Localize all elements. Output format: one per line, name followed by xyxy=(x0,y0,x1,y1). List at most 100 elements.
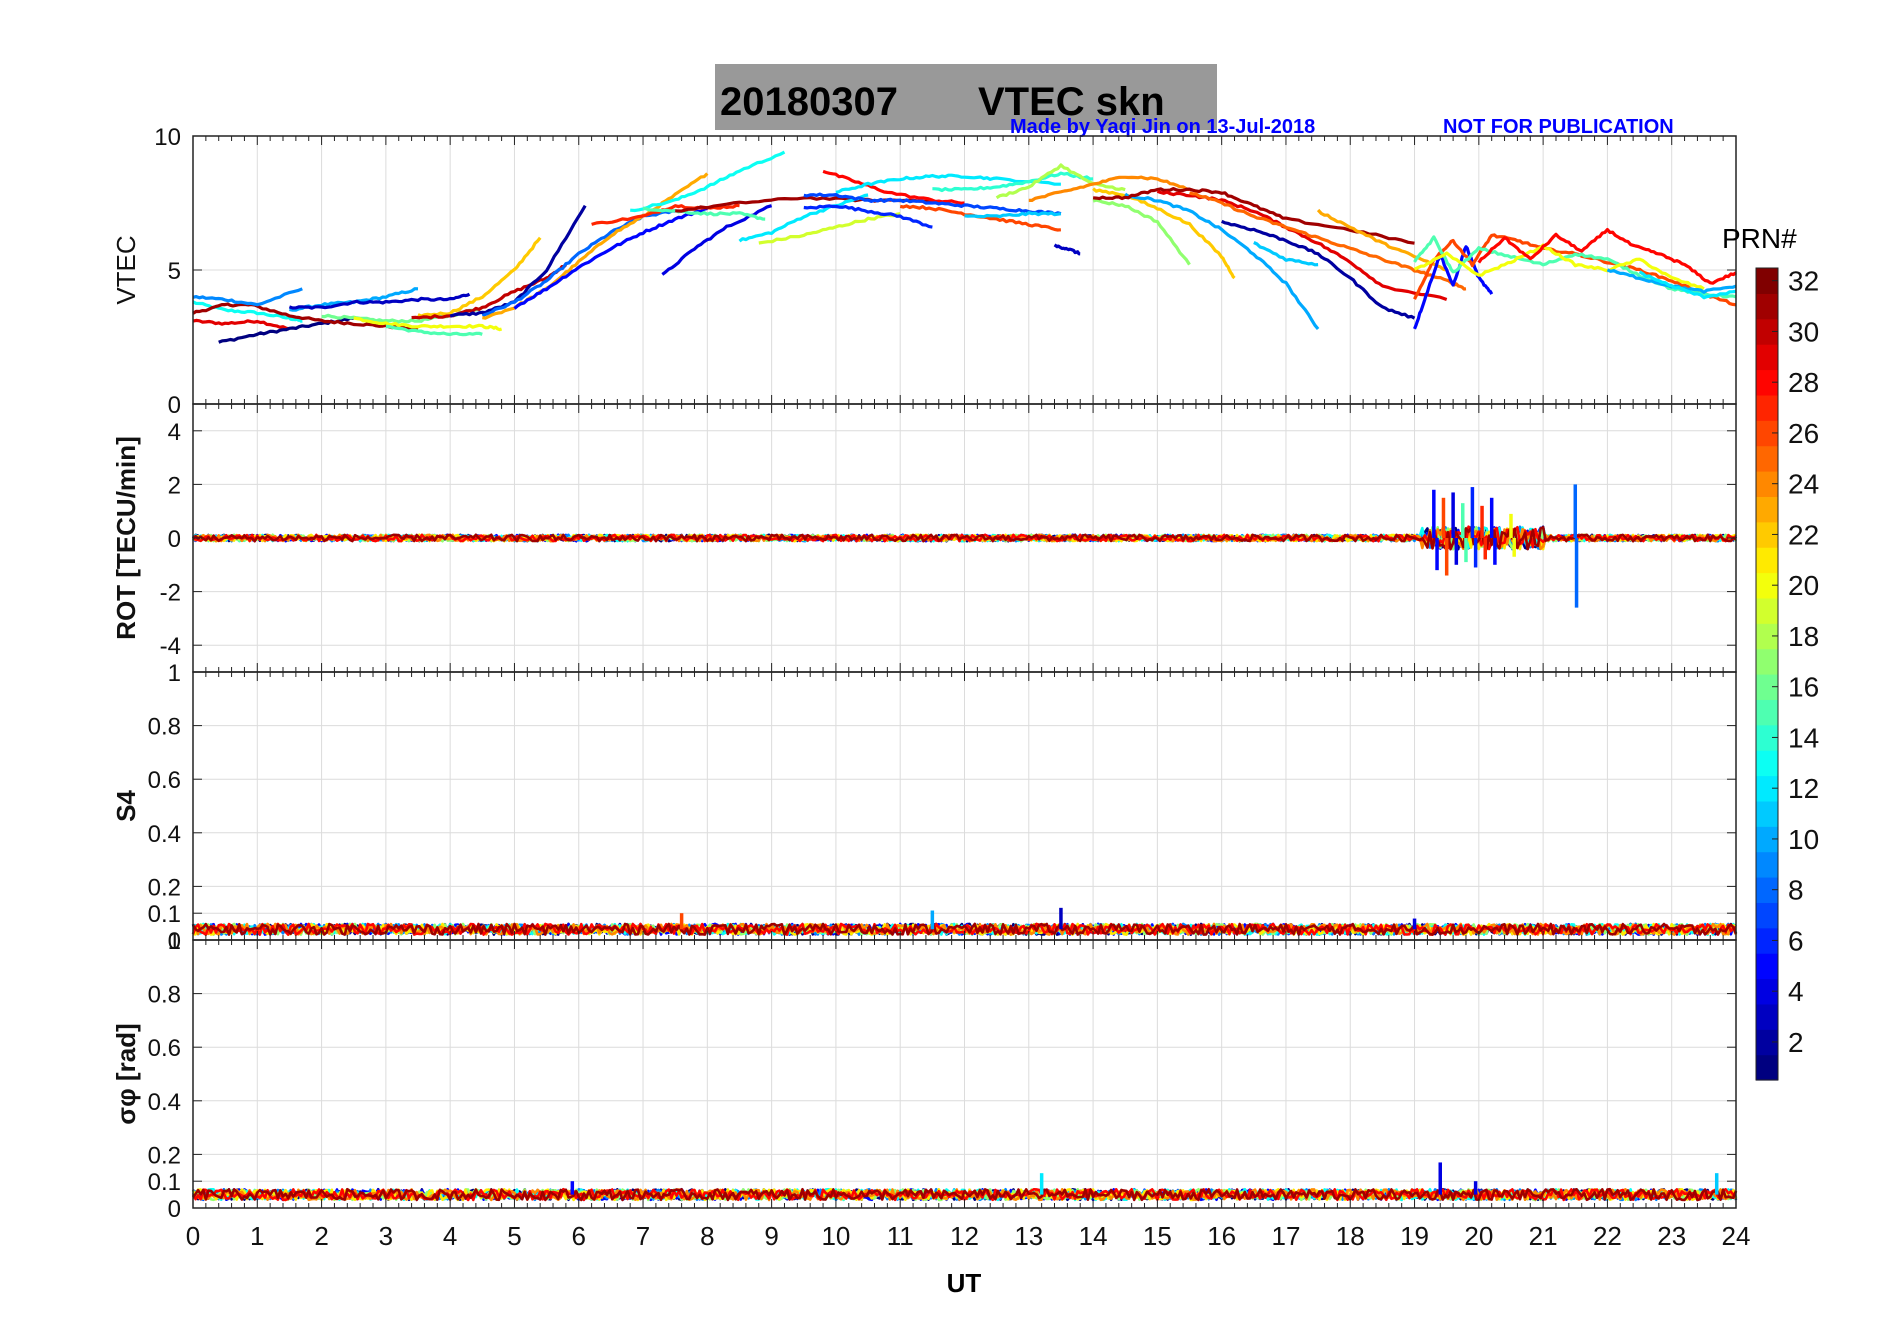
vtec-series-prn-22 xyxy=(417,236,542,318)
y-tick-label: 1 xyxy=(168,660,181,687)
vtec-series-prn-6 xyxy=(803,204,933,229)
x-axis: 0 1 2 3 4 5 6 7 8 9 10 11 12 13 14 15 16 17 18 19 20 21 22 23 24 xyxy=(186,1221,1751,1251)
y-tick-label: 5 xyxy=(168,258,181,285)
colorbar-tick-label: 16 xyxy=(1788,672,1819,703)
vtec-series-prn-15 xyxy=(642,206,766,221)
x-tick-label: 24 xyxy=(1722,1221,1751,1251)
y-tick-label: 0 xyxy=(168,1196,181,1223)
x-tick-label: 11 xyxy=(887,1221,914,1251)
vtec-series-prn-17 xyxy=(1092,198,1191,266)
colorbar-swatch xyxy=(1756,978,1778,1005)
colorbar-tick-label: 12 xyxy=(1788,773,1819,804)
x-tick-label: 20 xyxy=(1464,1221,1493,1251)
y-tick-label: 0.8 xyxy=(148,714,181,741)
y-tick-label: 0 xyxy=(168,392,181,419)
colorbar-swatch xyxy=(1756,394,1778,421)
y-tick-label: 0.4 xyxy=(148,1089,181,1116)
colorbar-swatch xyxy=(1756,927,1778,954)
vtec-series-prn-5 xyxy=(513,206,708,310)
y-tick-label: -2 xyxy=(160,580,181,607)
x-tick-label: 13 xyxy=(1014,1221,1043,1251)
colorbar-tick-label: 24 xyxy=(1788,469,1819,500)
x-tick-label: 10 xyxy=(821,1221,850,1251)
title-box xyxy=(715,64,1217,130)
colorbar-swatch xyxy=(1756,268,1778,294)
panel-s4: 00.10.2 0.4 0.6 0.8 1 S4 xyxy=(111,660,1738,955)
vtec-series-prn-22 xyxy=(1092,187,1236,280)
x-tick-label: 8 xyxy=(700,1221,714,1251)
y-tick-label: -4 xyxy=(160,633,181,660)
colorbar-swatch xyxy=(1756,699,1778,726)
x-tick-label: 12 xyxy=(950,1221,979,1251)
x-tick-label: 16 xyxy=(1207,1221,1236,1251)
colorbar-swatch xyxy=(1756,471,1778,497)
colorbar-tick-label: 18 xyxy=(1788,621,1819,652)
vtec-series-prn-18 xyxy=(995,163,1126,200)
y-tick-label: 1 xyxy=(168,928,181,955)
vtec-series-prn-15 xyxy=(385,324,483,337)
x-tick-label: 23 xyxy=(1657,1221,1686,1251)
colorbar-swatch xyxy=(1756,851,1778,878)
colorbar-tick-label: 6 xyxy=(1788,925,1804,956)
x-axis-label: UT xyxy=(947,1268,982,1298)
y-axis-label: ROT [TECU/min] xyxy=(111,436,141,640)
x-tick-label: 19 xyxy=(1400,1221,1429,1251)
colorbar-swatch xyxy=(1756,496,1778,523)
y-tick-label: 0.2 xyxy=(148,1142,181,1169)
panel-vtec: 0 5 10 VTEC xyxy=(111,124,1737,419)
vtec-series-prn-3 xyxy=(1053,243,1081,256)
notice-text: NOT FOR PUBLICATION xyxy=(1443,116,1674,138)
colorbar-swatch xyxy=(1756,293,1778,320)
x-tick-label: 5 xyxy=(507,1221,521,1251)
colorbar-swatch xyxy=(1756,902,1778,929)
colorbar-swatch xyxy=(1756,445,1778,472)
y-tick-label: 0.1 xyxy=(148,1169,181,1196)
x-tick-label: 0 xyxy=(186,1221,200,1251)
vtec-series-prn-11 xyxy=(1253,241,1319,267)
colorbar-swatch xyxy=(1756,420,1778,447)
colorbar-swatch xyxy=(1756,521,1778,548)
y-tick-label: 0.2 xyxy=(148,874,181,901)
vtec-series-prn-11 xyxy=(964,211,1062,219)
colorbar-tick-label: 30 xyxy=(1788,316,1819,347)
colorbar-tick-label: 26 xyxy=(1788,418,1819,449)
colorbar-tick-label: 8 xyxy=(1788,875,1804,906)
vtec-series-prn-20 xyxy=(353,316,503,332)
colorbar-swatch xyxy=(1756,800,1778,827)
x-tick-label: 4 xyxy=(443,1221,457,1251)
colorbar-frame xyxy=(1755,267,1779,1081)
colorbar-swatch xyxy=(1756,1054,1778,1081)
colorbar-swatch xyxy=(1756,953,1778,980)
colorbar-swatch xyxy=(1756,597,1778,624)
x-tick-label: 18 xyxy=(1336,1221,1365,1251)
trace-prn-31 xyxy=(192,526,1737,551)
vtec-series-prn-2 xyxy=(1221,219,1416,320)
colorbar-swatch xyxy=(1756,674,1778,700)
colorbar-swatch xyxy=(1756,877,1778,903)
colorbar-swatch xyxy=(1756,1003,1778,1030)
vtec-series-prn-7 xyxy=(803,192,1062,216)
vtec-series-prn-9 xyxy=(192,287,303,307)
vtec-series-prn-3 xyxy=(288,292,471,310)
y-axis-label: S4 xyxy=(111,790,141,822)
colorbar-swatch xyxy=(1756,1029,1778,1056)
colorbar-tick-label: 2 xyxy=(1788,1027,1804,1058)
y-tick-label: 0.4 xyxy=(148,821,181,848)
y-axis-label: σφ [rad] xyxy=(111,1023,141,1124)
y-tick-label: 0.1 xyxy=(148,901,181,928)
colorbar-swatch xyxy=(1756,344,1778,371)
x-tick-label: 17 xyxy=(1271,1221,1300,1251)
y-tick-label: 4 xyxy=(168,419,181,446)
x-tick-label: 15 xyxy=(1143,1221,1172,1251)
y-tick-label: 0 xyxy=(168,928,181,955)
colorbar-tick-label: 10 xyxy=(1788,824,1819,855)
x-tick-label: 3 xyxy=(379,1221,393,1251)
colorbar-tick-label: 32 xyxy=(1788,266,1819,297)
panel-rot: -4 -2 0 2 4 ROT [TECU/min] xyxy=(111,403,1738,673)
y-tick-label: 10 xyxy=(154,124,181,151)
x-tick-label: 1 xyxy=(250,1221,264,1251)
